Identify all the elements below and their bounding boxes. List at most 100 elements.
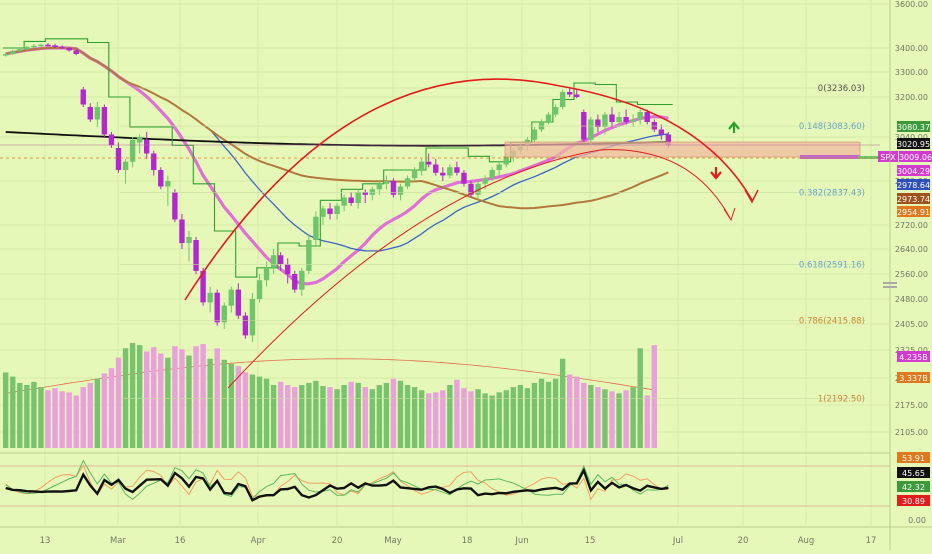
volume-bar bbox=[52, 388, 58, 448]
time-tick-label: 16 bbox=[175, 536, 186, 546]
price-badge bbox=[897, 351, 930, 362]
candle-body bbox=[559, 92, 566, 107]
volume-bar bbox=[94, 378, 101, 448]
oscillator-panel bbox=[0, 452, 890, 507]
volume-bar bbox=[630, 387, 636, 448]
candle-body bbox=[165, 181, 171, 187]
osc-badge bbox=[897, 467, 930, 478]
volume-bar bbox=[383, 382, 390, 448]
volume-bar bbox=[221, 359, 227, 448]
candle-body bbox=[285, 264, 291, 274]
volume-bar bbox=[496, 392, 502, 448]
volume-bar bbox=[362, 387, 368, 448]
volume-bar bbox=[334, 389, 340, 448]
time-axis[interactable]: 13 Mar 16 Apr 20 May 18 Jun 15 Jul 20 Aug 17 bbox=[0, 526, 932, 546]
candle-body bbox=[644, 112, 650, 122]
candle-body bbox=[207, 292, 213, 303]
volume-bar bbox=[552, 378, 559, 448]
candle-body bbox=[38, 44, 44, 47]
price-badge-label: 2978.64 bbox=[897, 181, 930, 190]
volume-bar bbox=[531, 382, 538, 448]
fib-label: 1(2192.50) bbox=[818, 395, 865, 405]
volume-bar bbox=[644, 395, 650, 448]
price-tick-label: 2480.00 bbox=[895, 295, 928, 304]
candle-body bbox=[214, 292, 220, 323]
time-tick-label: 20 bbox=[332, 536, 343, 546]
time-tick-label: 17 bbox=[866, 536, 877, 546]
volume-bar bbox=[193, 346, 199, 448]
osc-badge-label: 42.32 bbox=[902, 483, 925, 492]
price-badge-label: 4.235B bbox=[899, 353, 927, 362]
drawing-overlay: 0(3236.03) 0.148(3083.60) 0.382(2837.43) 0.… bbox=[0, 78, 880, 405]
volume-bar bbox=[59, 391, 65, 448]
candle-body bbox=[108, 134, 115, 146]
candle-body bbox=[277, 255, 284, 265]
candle-body bbox=[313, 216, 319, 240]
candle-body bbox=[327, 208, 333, 214]
volume-bar bbox=[489, 395, 495, 448]
volume-bar bbox=[559, 358, 566, 448]
volume-bar bbox=[637, 348, 643, 448]
candle-body bbox=[186, 237, 192, 243]
volume-bar bbox=[588, 385, 594, 448]
volume-bar bbox=[45, 390, 51, 448]
osc-badge bbox=[897, 495, 930, 506]
candle-body bbox=[552, 107, 559, 115]
candle-body bbox=[158, 170, 164, 187]
volume-bar bbox=[277, 381, 284, 448]
time-tick-label: Mar bbox=[110, 536, 127, 546]
candle-body bbox=[602, 114, 608, 127]
osc-badge-label: 53.91 bbox=[902, 454, 925, 463]
price-badge-label: 3009.06 bbox=[899, 153, 932, 162]
price-badge bbox=[897, 206, 930, 217]
volume-bar bbox=[207, 358, 213, 448]
volume-bar bbox=[454, 379, 460, 448]
volume-bar bbox=[256, 376, 263, 448]
fib-label: 0.786(2415.88) bbox=[799, 316, 865, 326]
candle-body bbox=[242, 315, 249, 336]
price-tick-label: 2175.00 bbox=[895, 401, 928, 410]
candle-body bbox=[87, 107, 93, 120]
projection-arc bbox=[184, 78, 753, 301]
candle-body bbox=[221, 305, 227, 323]
price-badge bbox=[897, 121, 930, 132]
fib-label: 0.618(2591.16) bbox=[799, 260, 865, 270]
candle-body bbox=[475, 183, 481, 195]
candle-body bbox=[45, 44, 51, 47]
candle-body bbox=[94, 107, 101, 120]
volume-bar bbox=[482, 393, 488, 448]
candle-body bbox=[115, 148, 122, 170]
price-axis[interactable]: 3600.003400.003300.003200.003040.002880.… bbox=[878, 0, 932, 550]
volume-bar bbox=[172, 346, 178, 448]
candle-body bbox=[292, 274, 298, 290]
candle-body bbox=[588, 119, 594, 140]
volume-bar bbox=[503, 390, 509, 448]
price-badge-label: 3004.29 bbox=[897, 167, 930, 176]
candle-body bbox=[59, 46, 65, 49]
volume-bar bbox=[186, 355, 192, 448]
volume-bar bbox=[299, 385, 305, 448]
candle-body bbox=[418, 161, 425, 170]
volume-bar bbox=[376, 385, 383, 448]
candle-body bbox=[129, 139, 136, 162]
volume-bar bbox=[602, 389, 608, 448]
volume-bar bbox=[581, 382, 587, 448]
candle-body bbox=[390, 181, 397, 195]
volume-bar bbox=[228, 364, 234, 448]
symbol-badge-label: SPX bbox=[880, 153, 896, 162]
candle-body bbox=[595, 119, 601, 127]
price-tick-label: 2405.00 bbox=[895, 320, 928, 329]
volume-bar bbox=[38, 387, 44, 448]
time-tick-label: 15 bbox=[585, 536, 596, 546]
volume-bar bbox=[510, 387, 516, 448]
trailing-step-line bbox=[3, 38, 673, 278]
osc-orange-line bbox=[5, 464, 669, 501]
candle-body bbox=[383, 181, 390, 184]
osc-black-line bbox=[5, 467, 669, 502]
time-tick-label: Jul bbox=[672, 536, 683, 546]
candle-body bbox=[355, 192, 361, 203]
candle-body bbox=[404, 178, 411, 187]
candle-body bbox=[447, 167, 453, 176]
